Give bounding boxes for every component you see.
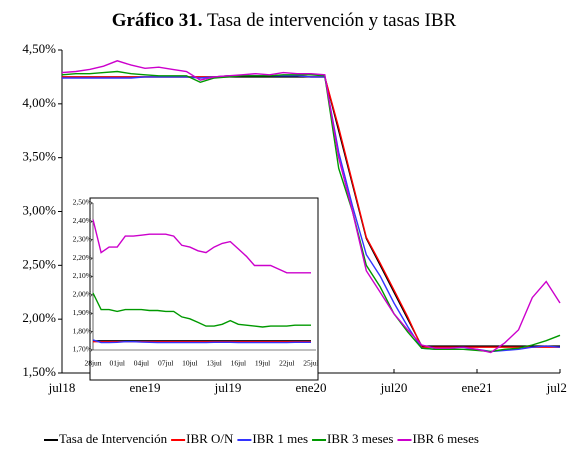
inset-x-tick-label: 25jul [303, 359, 318, 368]
x-tick-label: ene20 [295, 380, 326, 395]
x-tick-label: jul20 [380, 380, 408, 395]
inset-x-tick-label: 01jul [110, 359, 125, 368]
x-tick-label: ene19 [129, 380, 160, 395]
y-tick-label: 4,50% [22, 41, 56, 56]
inset-frame [89, 197, 319, 381]
title-number: Gráfico 31. [112, 10, 203, 31]
inset-y-tick-label: 2,10% [73, 271, 92, 280]
title-text: Tasa de intervención y tasas IBR [207, 10, 457, 31]
y-tick-label: 2,50% [22, 256, 56, 271]
inset-x-tick-label: 28jun [84, 359, 101, 368]
inset-x-tick-label: 19jul [255, 359, 270, 368]
inset-y-tick-label: 1,80% [73, 326, 92, 335]
inset-y-tick-label: 2,00% [73, 290, 92, 299]
inset-y-tick-label: 2,50% [73, 198, 92, 207]
inset-y-tick-label: 2,40% [73, 216, 92, 225]
legend-label: Tasa de Intervención [59, 431, 168, 446]
y-tick-label: 4,00% [22, 95, 56, 110]
inset-x-tick-label: 07jul [158, 359, 173, 368]
inset-y-tick-label: 1,90% [73, 308, 92, 317]
legend-label: IBR 6 meses [413, 431, 479, 446]
legend-label: IBR 1 mes [252, 431, 308, 446]
series-line [92, 219, 311, 274]
chart-title: Gráfico 31. Tasa de intervención y tasas… [112, 10, 457, 31]
legend: Tasa de Intervención IBR O/N IBR 1 mes IBR … [44, 431, 479, 446]
inset-x-tick-label: 04jul [134, 359, 149, 368]
y-tick-label: 1,50% [22, 364, 56, 379]
legend-label: IBR O/N [186, 431, 234, 446]
series-line [92, 292, 311, 328]
inset-y-tick-label: 2,20% [73, 253, 92, 262]
y-tick-label: 3,50% [22, 149, 56, 164]
x-tick-label: jul18 [48, 380, 76, 395]
series-line [61, 70, 561, 353]
x-tick-label: jul19 [214, 380, 242, 395]
legend-label: IBR 3 meses [327, 431, 393, 446]
inset-plot: 1,70% 1,80% 1,90% 2,00% 2,10% 2,20% 2,30% 2,40%… [73, 198, 319, 368]
y-tick-label: 2,00% [22, 310, 56, 325]
series-line [92, 339, 311, 344]
inset-y-tick-label: 1,70% [73, 345, 92, 354]
inset-x-tick-label: 13jul [206, 359, 221, 368]
y-tick-label: 3,00% [22, 202, 56, 217]
inset-y-tick-label: 2,30% [73, 234, 92, 243]
inset-x-tick-label: 16jul [231, 359, 246, 368]
inset-x-tick-label: 22jul [279, 359, 294, 368]
series-line [61, 60, 561, 354]
x-tick-label: ene21 [461, 380, 492, 395]
inset-x-tick-label: 10jul [182, 359, 197, 368]
